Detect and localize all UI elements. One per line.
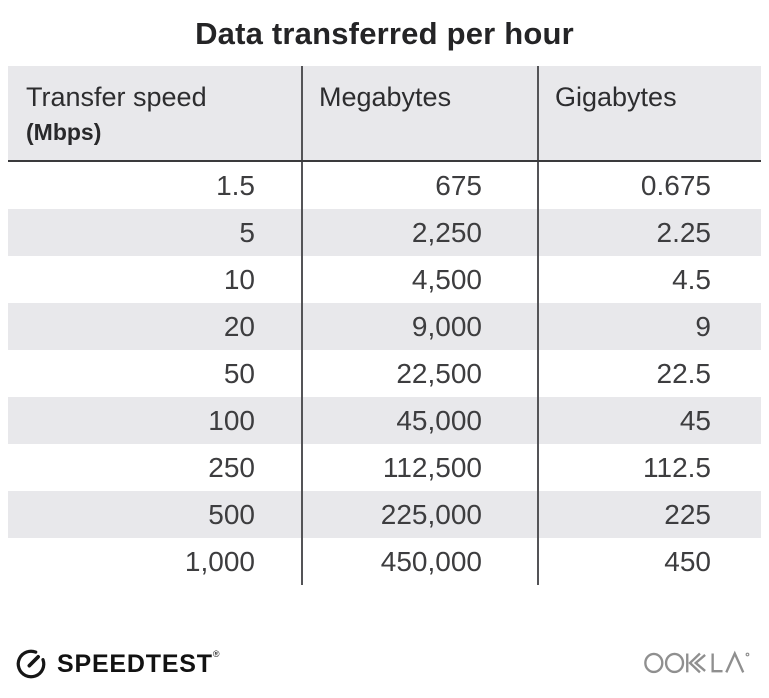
ookla-wordmark-icon	[644, 650, 750, 673]
table-row: 20 9,000 9	[8, 303, 761, 350]
table-row: 10 4,500 4.5	[8, 256, 761, 303]
speedtest-logo: SPEEDTEST®	[14, 647, 220, 681]
page-title: Data transferred per hour	[195, 16, 574, 51]
column-header-transfer-speed: Transfer speed (Mbps)	[8, 66, 302, 162]
table-cell: 45	[537, 397, 761, 444]
table-cell: 2.25	[537, 209, 761, 256]
table-cell: 675	[301, 161, 538, 209]
table-cell: 100	[8, 397, 302, 444]
data-table: Transfer speed (Mbps) Megabytes Gigabyte…	[8, 66, 761, 585]
table-cell: 225	[537, 491, 761, 538]
table-cell: 9	[537, 303, 761, 350]
table-cell: 5	[8, 209, 302, 256]
table-cell: 20	[8, 303, 302, 350]
table-cell: 1.5	[216, 169, 255, 201]
table-row: 50 22,500 22.5	[8, 350, 761, 397]
column-header-megabytes: Megabytes	[301, 66, 538, 162]
speedtest-wordmark: SPEEDTEST®	[57, 648, 221, 678]
table-row: 250 112,500 112.5	[8, 444, 761, 491]
table-cell: 450	[537, 538, 761, 585]
table-cell: 250	[208, 451, 255, 483]
table-cell: 225,000	[301, 491, 538, 538]
table-cell: 22.5	[537, 350, 761, 397]
column-header-label: Transfer speed	[26, 82, 207, 112]
column-header-unit: (Mbps)	[26, 119, 102, 145]
speedtest-wordmark-text: SPEEDTEST	[57, 649, 213, 678]
column-header-gigabytes: Gigabytes	[537, 66, 761, 162]
table-cell: 450,000	[301, 538, 538, 585]
table-cell: 112,500	[301, 444, 538, 491]
table-cell: 0.675	[537, 161, 761, 209]
table-cell: 4,500	[301, 256, 538, 303]
column-header-label: Gigabytes	[555, 82, 677, 112]
table-cell: 500	[8, 491, 302, 538]
column-header-label: Megabytes	[319, 82, 452, 112]
table-row: 5 2,250 2.25	[8, 209, 761, 256]
footer: SPEEDTEST® OOKLA	[0, 640, 769, 698]
table-cell: 50	[223, 357, 255, 389]
table-row: 1,000 450,000 450	[8, 538, 761, 585]
speedtest-trademark: ®	[212, 648, 221, 659]
ookla-logo: OOKLA	[641, 646, 757, 683]
table-row: 500 225,000 225	[8, 491, 761, 538]
table-cell: 2,250	[301, 209, 538, 256]
table-body: 1.5 675 0.675 5 2,250 2.25 10 4,500 4.5 20 9,000 9 5…	[8, 161, 761, 585]
table-row: 1.5 675 0.675	[8, 161, 761, 209]
table-cell: 22,500	[301, 350, 538, 397]
table-cell: 45,000	[301, 397, 538, 444]
table-cell: 112.5	[537, 444, 761, 491]
table-cell: 10	[223, 263, 255, 295]
table-cell: 4.5	[537, 256, 761, 303]
table-cell: 9,000	[301, 303, 538, 350]
table-row: 100 45,000 45	[8, 397, 761, 444]
speedtest-gauge-icon	[16, 649, 46, 679]
table-header: Transfer speed (Mbps) Megabytes Gigabyte…	[8, 66, 761, 162]
table-cell: 1,000	[184, 545, 255, 577]
